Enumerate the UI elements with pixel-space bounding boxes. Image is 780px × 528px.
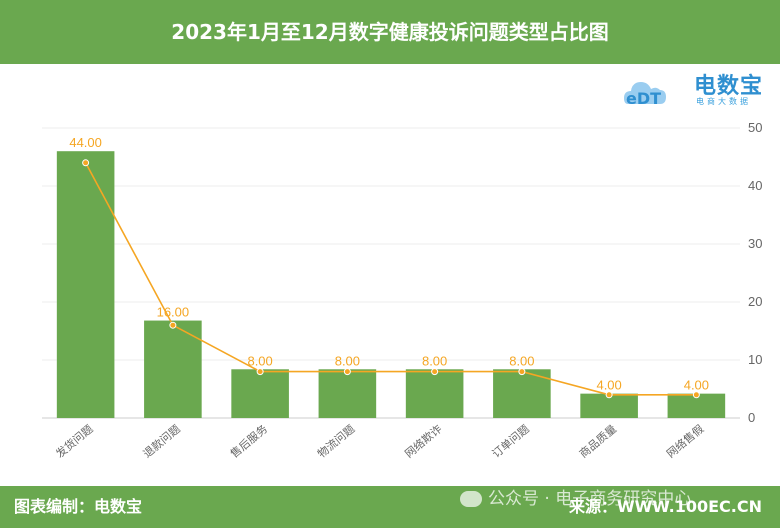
data-label: 8.00	[509, 353, 534, 368]
footer-source: 来源：WWW.100EC.CN	[568, 497, 762, 516]
trend-point	[431, 368, 439, 376]
bar	[56, 151, 115, 418]
x-tick-label: 物流问题	[315, 422, 358, 461]
trend-point	[169, 321, 177, 329]
trend-point	[256, 368, 264, 376]
logo-name: 电数宝	[694, 74, 764, 99]
y-tick-label: 20	[748, 294, 762, 309]
x-tick-label: 售后服务	[227, 422, 270, 461]
wechat-watermark: 公众号 · 电子商务研究中心	[460, 486, 691, 512]
value-labels: 44.00 16.00 8.00 8.00 8.00 8.00 4.00 4.00	[69, 135, 709, 392]
trend-point	[605, 391, 613, 399]
data-label: 8.00	[247, 353, 272, 368]
y-tick-label: 0	[748, 410, 755, 425]
bar-series	[56, 151, 726, 418]
footer-bar	[0, 486, 780, 528]
bar	[144, 320, 202, 418]
bar-line-chart: 44.00 16.00 8.00 8.00 8.00 8.00 4.00 4.00 0 10 20…	[42, 120, 762, 461]
y-tick-label: 40	[748, 178, 762, 193]
logo-subtitle: 电商大数据	[696, 97, 751, 106]
trend-line	[84, 162, 697, 396]
y-tick-label: 10	[748, 352, 762, 367]
data-label: 8.00	[335, 353, 360, 368]
trend-point	[692, 391, 700, 399]
watermark-text: 公众号 · 电子商务研究中心	[488, 489, 692, 509]
bar	[318, 369, 377, 418]
data-label: 16.00	[157, 305, 190, 320]
data-label: 8.00	[422, 353, 447, 368]
trend-point	[343, 368, 351, 376]
x-tick-label: 发货问题	[53, 422, 96, 461]
page-title: 2023年1月至12月数字健康投诉问题类型占比图	[171, 20, 609, 44]
trend-point	[518, 368, 526, 376]
wechat-icon	[460, 491, 482, 507]
x-axis-labels: 发货问题 退款问题 售后服务 物流问题 网络欺诈 订单问题 商品质量 网络售假	[53, 422, 706, 461]
y-axis-ticks: 0 10 20 30 40 50	[748, 120, 762, 425]
x-tick-label: 商品质量	[576, 422, 619, 461]
y-tick-label: 50	[748, 120, 762, 135]
edt-logo: eDT	[624, 82, 666, 108]
bar	[405, 369, 464, 418]
logo-mark: eDT	[626, 89, 661, 108]
data-label: 4.00	[684, 378, 709, 393]
trend-point	[82, 159, 90, 167]
x-tick-label: 退款问题	[140, 422, 183, 461]
header-bar	[0, 0, 780, 64]
x-tick-label: 网络售假	[664, 422, 707, 461]
data-label: 4.00	[596, 378, 621, 393]
trend-points	[82, 159, 700, 399]
x-tick-label: 网络欺诈	[402, 422, 445, 461]
y-tick-label: 30	[748, 236, 762, 251]
bar	[231, 369, 289, 418]
x-tick-label: 订单问题	[490, 422, 532, 460]
footer-credit: 图表编制：电数宝	[14, 497, 143, 516]
data-label: 44.00	[69, 135, 102, 150]
